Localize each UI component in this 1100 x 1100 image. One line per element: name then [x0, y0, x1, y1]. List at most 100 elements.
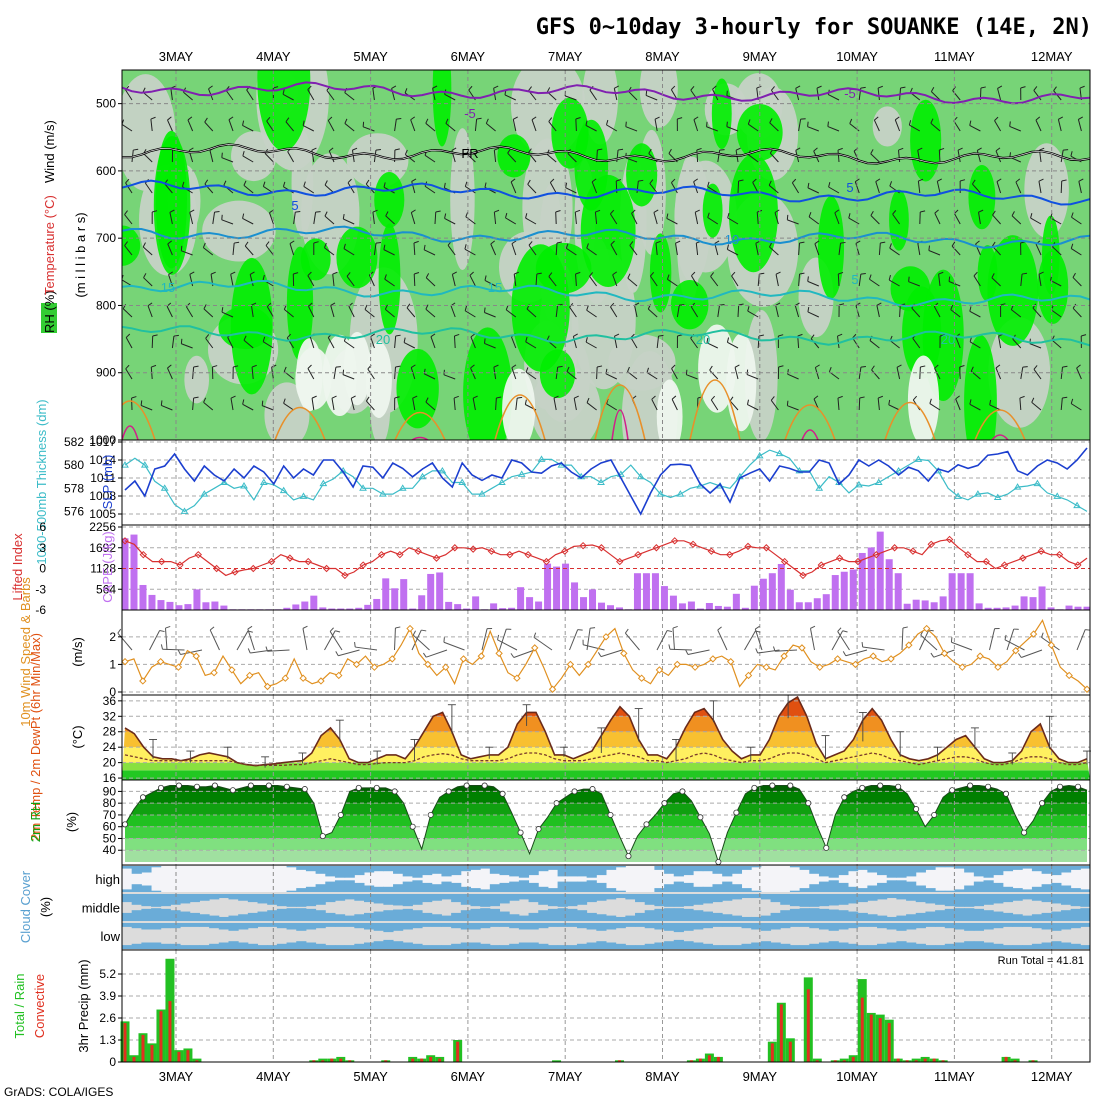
wind-barb	[404, 88, 408, 94]
wind-barb	[307, 306, 315, 318]
cloud-cell-middle	[760, 894, 772, 900]
cloud-cell-high	[1060, 885, 1072, 892]
wind-speed-point	[620, 649, 628, 658]
wind-barb	[205, 334, 210, 339]
cloud-cell-low	[344, 923, 355, 927]
cloud-cell-high	[141, 885, 152, 892]
precip-convective-bar	[123, 1023, 127, 1062]
cloud-cell-high	[557, 881, 568, 892]
cloud-cell-middle	[857, 912, 868, 921]
cape-bar	[553, 566, 561, 610]
cloud-cell-middle	[625, 894, 636, 900]
wind-barb	[787, 373, 799, 380]
wind-barb	[242, 155, 254, 163]
temperature-tick-label: 28	[103, 725, 117, 739]
surface-wind-barb	[247, 648, 251, 654]
thickness-line-point	[418, 472, 427, 480]
wind-barb	[362, 126, 375, 132]
wind-barb	[1019, 397, 1022, 411]
cloud-cell-high	[131, 866, 142, 874]
wind-barb	[1052, 246, 1062, 256]
date-label-top: 6MAY	[451, 49, 486, 64]
wind-barb	[930, 87, 935, 92]
wind-barb	[507, 152, 517, 163]
surface-wind-barb	[265, 646, 269, 652]
wind-barb	[373, 243, 377, 256]
cloud-cell-high	[867, 866, 878, 873]
cloud-cell-middle	[1041, 894, 1052, 903]
wind-barb	[342, 369, 345, 375]
cloud-cell-low	[567, 923, 578, 927]
thickness-line-point	[974, 490, 982, 497]
cloud-cell-middle	[509, 894, 520, 901]
wind-barb	[575, 209, 581, 213]
cloud-cell-low	[625, 945, 636, 949]
cape-bar	[535, 601, 543, 610]
cloud-cell-low	[344, 945, 355, 949]
wind-barb	[696, 147, 702, 151]
precip-total-bar	[911, 1058, 921, 1062]
wind-barb	[1015, 181, 1022, 194]
cloud-cell-low	[751, 942, 762, 949]
wind-barb	[343, 243, 346, 249]
wind-barb	[1050, 213, 1053, 219]
wind-barb	[934, 364, 939, 369]
wind-barb	[726, 126, 739, 132]
rh-dry-pocket	[571, 248, 636, 390]
thickness-line-point	[517, 470, 526, 477]
wind-barb	[350, 398, 355, 411]
cloud-cell-high	[896, 880, 907, 892]
surface-wind-barb	[533, 636, 553, 651]
wind-barb	[1020, 274, 1023, 287]
cloud-cell-middle	[364, 912, 375, 921]
cloud-cell-high	[431, 884, 442, 892]
wind-barb	[768, 180, 772, 186]
thickness-line-point	[438, 466, 447, 474]
cape-bar	[993, 607, 1001, 610]
rh-tick-label: 80	[103, 796, 117, 810]
wind-barb	[1061, 179, 1067, 182]
cloud-cell-middle	[189, 912, 200, 921]
wind-barb	[631, 209, 636, 214]
instability-contour-strong	[411, 436, 429, 440]
cloud-cell-high	[499, 866, 510, 876]
cloud-bands	[122, 866, 1091, 949]
wind-barb	[756, 85, 762, 89]
surface-wind-barb	[302, 628, 308, 651]
cloud-cell-high	[402, 881, 413, 892]
wind-barb	[528, 244, 537, 256]
wind-barb	[874, 116, 879, 121]
wind-barb	[834, 212, 840, 225]
cloud-cell-high	[606, 888, 617, 892]
wind-barb	[646, 367, 650, 373]
wind-barb	[1035, 119, 1042, 132]
wind-barb	[411, 178, 417, 182]
cloud-cell-high	[848, 866, 859, 872]
rh-point	[463, 782, 470, 789]
wind-barb	[528, 241, 533, 246]
precip-legend-label: Total / Rain	[12, 973, 27, 1038]
cape-bar	[705, 603, 713, 610]
cape-bar	[1047, 607, 1055, 610]
wind-barb	[952, 86, 956, 91]
cloud-cell-low	[499, 923, 510, 927]
slp-series	[124, 447, 1088, 516]
cloud-cell-low	[683, 941, 694, 949]
cloud-cell-low	[218, 923, 229, 930]
cloud-cell-high	[538, 886, 549, 892]
cloud-cell-middle	[1031, 914, 1043, 921]
cloud-cell-middle	[1022, 915, 1033, 921]
cloud-cell-middle	[896, 915, 907, 921]
cloud-cell-high	[615, 866, 626, 868]
wind-barb	[774, 209, 780, 213]
wind-barb	[283, 309, 294, 318]
cloud-cell-middle	[451, 894, 462, 903]
cape-bar	[436, 572, 444, 610]
cloud-cell-high	[315, 884, 326, 892]
wind-barb	[445, 123, 456, 132]
cloud-cell-middle	[189, 894, 200, 903]
wind-barb	[383, 249, 395, 256]
cloud-cell-low	[354, 943, 365, 949]
thickness-line-point	[240, 481, 248, 489]
cape-bar	[193, 589, 201, 610]
